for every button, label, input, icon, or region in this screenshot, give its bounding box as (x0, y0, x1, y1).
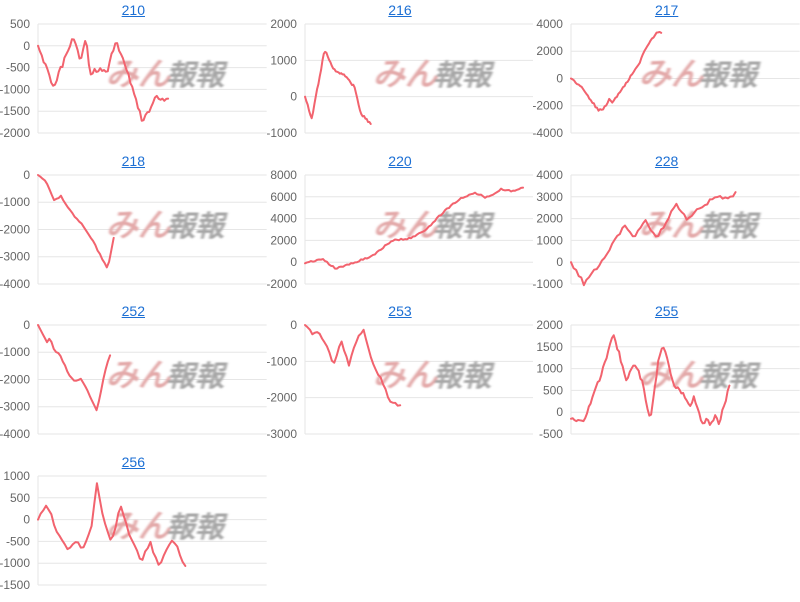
svg-text:1500: 1500 (537, 340, 564, 354)
svg-text:2000: 2000 (537, 319, 564, 332)
svg-text:-2000: -2000 (0, 373, 30, 387)
svg-text:-1000: -1000 (0, 82, 30, 96)
svg-text:3000: 3000 (537, 189, 564, 203)
svg-text:-2000: -2000 (267, 276, 297, 290)
svg-text:みん: みん (106, 56, 171, 92)
svg-text:2000: 2000 (270, 233, 297, 247)
svg-text:みん: みん (373, 207, 438, 243)
svg-text:4000: 4000 (270, 211, 297, 225)
svg-text:-1000: -1000 (267, 126, 297, 140)
svg-text:-500: -500 (6, 534, 30, 548)
svg-text:-1000: -1000 (267, 354, 297, 368)
svg-text:2000: 2000 (537, 211, 564, 225)
svg-text:みん: みん (373, 56, 438, 92)
svg-text:-500: -500 (6, 61, 30, 75)
svg-text:1000: 1000 (270, 53, 297, 67)
svg-text:-4000: -4000 (533, 126, 563, 140)
svg-text:0: 0 (23, 319, 30, 332)
svg-text:報報: 報報 (699, 211, 761, 243)
svg-text:0: 0 (290, 319, 297, 332)
svg-text:1000: 1000 (3, 470, 30, 483)
svg-text:0: 0 (23, 169, 30, 182)
svg-text:みん: みん (373, 357, 438, 393)
svg-text:0: 0 (557, 405, 564, 419)
svg-text:報報: 報報 (433, 211, 495, 243)
svg-text:0: 0 (23, 512, 30, 526)
svg-text:-1000: -1000 (533, 276, 563, 290)
svg-text:みん: みん (639, 56, 704, 92)
svg-text:-1500: -1500 (0, 577, 30, 591)
svg-text:報報: 報報 (699, 361, 761, 393)
svg-text:0: 0 (290, 90, 297, 104)
svg-text:-4000: -4000 (0, 427, 30, 441)
svg-text:4000: 4000 (537, 169, 564, 182)
svg-text:報報: 報報 (166, 211, 228, 243)
svg-text:-1000: -1000 (0, 195, 30, 209)
svg-text:-1000: -1000 (0, 556, 30, 570)
svg-text:-3000: -3000 (0, 249, 30, 263)
svg-text:-4000: -4000 (0, 276, 30, 290)
svg-text:4000: 4000 (537, 18, 564, 31)
svg-text:-2000: -2000 (267, 391, 297, 405)
svg-text:0: 0 (557, 255, 564, 269)
svg-text:8000: 8000 (270, 169, 297, 182)
svg-text:-3000: -3000 (0, 400, 30, 414)
svg-text:0: 0 (557, 72, 564, 86)
svg-text:2000: 2000 (537, 44, 564, 58)
svg-text:0: 0 (23, 39, 30, 53)
svg-text:0: 0 (290, 255, 297, 269)
svg-text:-1000: -1000 (0, 345, 30, 359)
svg-text:-2000: -2000 (533, 99, 563, 113)
svg-text:500: 500 (10, 490, 30, 504)
svg-text:みん: みん (106, 357, 171, 393)
svg-text:報報: 報報 (166, 60, 228, 92)
svg-text:500: 500 (10, 18, 30, 31)
svg-text:2000: 2000 (270, 18, 297, 31)
svg-text:みん: みん (106, 207, 171, 243)
svg-text:-3000: -3000 (267, 427, 297, 441)
svg-text:-1500: -1500 (0, 104, 30, 118)
svg-text:報報: 報報 (699, 60, 761, 92)
svg-text:-2000: -2000 (0, 126, 30, 140)
svg-text:1000: 1000 (537, 233, 564, 247)
svg-text:6000: 6000 (270, 189, 297, 203)
svg-text:1000: 1000 (537, 362, 564, 376)
svg-text:報報: 報報 (166, 361, 228, 393)
svg-text:-2000: -2000 (0, 222, 30, 236)
svg-text:報報: 報報 (433, 60, 495, 92)
svg-text:-500: -500 (539, 427, 563, 441)
svg-text:500: 500 (543, 383, 563, 397)
svg-text:報報: 報報 (433, 361, 495, 393)
svg-text:報報: 報報 (166, 512, 228, 544)
